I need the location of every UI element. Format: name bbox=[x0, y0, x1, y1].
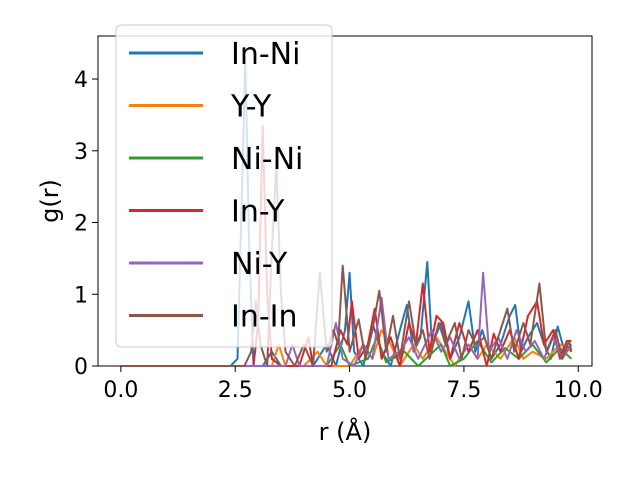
legend-label-y-y: Y-Y bbox=[230, 90, 272, 125]
y-tick-label: 3 bbox=[74, 140, 88, 165]
x-tick-label: 2.5 bbox=[218, 378, 253, 403]
legend-label-ni-ni: Ni-Ni bbox=[231, 142, 303, 177]
x-tick-label: 7.5 bbox=[446, 378, 481, 403]
y-axis-ticks: 0 1 2 3 4 bbox=[74, 68, 98, 380]
legend-label-in-in: In-In bbox=[231, 300, 298, 335]
legend-box bbox=[115, 24, 333, 348]
legend: In-Ni Y-Y Ni-Ni In-Y Ni-Y In-In bbox=[115, 24, 333, 348]
y-tick-label: 2 bbox=[74, 212, 88, 237]
legend-label-in-ni: In-Ni bbox=[231, 37, 300, 72]
series-line-ni-y bbox=[120, 271, 573, 367]
x-tick-label: 5.0 bbox=[332, 378, 367, 403]
legend-label-ni-y: Ni-Y bbox=[231, 247, 288, 282]
x-tick-label: 0.0 bbox=[103, 378, 138, 403]
x-axis-ticks: 0.0 2.5 5.0 7.5 10.0 bbox=[103, 366, 603, 403]
y-axis-label: g(r) bbox=[36, 179, 64, 223]
legend-label-in-y: In-Y bbox=[231, 195, 285, 230]
y-tick-label: 1 bbox=[74, 283, 88, 308]
y-tick-label: 0 bbox=[74, 355, 88, 380]
x-axis-label: r (Å) bbox=[319, 417, 372, 446]
y-tick-label: 4 bbox=[74, 68, 88, 93]
x-tick-label: 10.0 bbox=[554, 378, 603, 403]
series-line-in-y bbox=[120, 124, 572, 367]
